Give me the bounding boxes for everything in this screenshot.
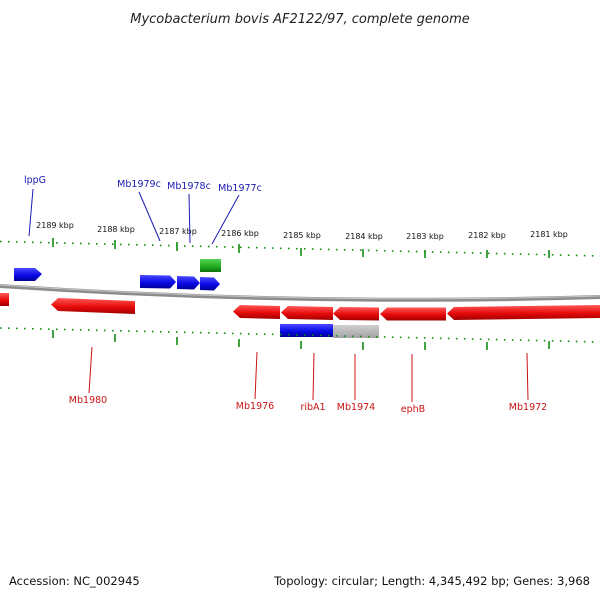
gene-feature-Mb1974[interactable] <box>333 307 379 321</box>
gene-feature-Mb1979c[interactable] <box>140 275 176 289</box>
gene-label-Mb1976[interactable]: Mb1976 <box>236 401 274 412</box>
bottom-leader-lines <box>88 346 529 402</box>
misc-feature[interactable] <box>333 325 379 338</box>
gene-feature-Mb1978c[interactable] <box>177 276 200 290</box>
tick-label: 2188 kbp <box>97 225 135 234</box>
leader-line-Mb1978c <box>188 193 191 244</box>
leader-line-lppG <box>28 188 34 237</box>
tick-label: 2189 kbp <box>36 221 74 230</box>
gene-feature-Mb1976[interactable] <box>233 305 280 319</box>
leader-line-Mb1972 <box>526 352 529 401</box>
gene-label-Mb1980[interactable]: Mb1980 <box>69 395 107 406</box>
leader-line-ribA1 <box>312 352 315 401</box>
gene-feature-ephB[interactable] <box>380 307 446 321</box>
gene-feature-Mb1980[interactable] <box>51 298 135 314</box>
gene-feature-lppG[interactable] <box>14 268 42 281</box>
tick-label: 2185 kbp <box>283 231 321 240</box>
leader-line-Mb1980 <box>88 346 93 394</box>
leader-line-Mb1979c <box>138 191 161 242</box>
gene-label-Mb1977c[interactable]: Mb1977c <box>218 183 262 194</box>
tick-label: 2181 kbp <box>530 230 568 239</box>
leader-line-Mb1977c <box>211 194 240 245</box>
accession-text: Accession: NC_002945 <box>9 574 140 588</box>
tick-label: 2186 kbp <box>221 229 259 238</box>
gene-label-Mb1972[interactable]: Mb1972 <box>509 402 547 413</box>
tick-label: 2182 kbp <box>468 231 506 240</box>
top-leader-lines <box>28 188 240 245</box>
tick-label: 2183 kbp <box>406 232 444 241</box>
gene-feature-Mb1977c[interactable] <box>200 277 220 291</box>
genome-backbone <box>0 284 600 302</box>
tick-label: 2187 kbp <box>159 227 197 236</box>
genome-title: Mycobacterium bovis AF2122/97, complete … <box>130 12 469 27</box>
gene-feature-partial-left[interactable] <box>0 293 9 306</box>
gene-feature-ribA1[interactable] <box>281 306 333 320</box>
leader-line-Mb1976 <box>254 351 258 400</box>
tick-label: 2184 kbp <box>345 232 383 241</box>
gene-label-ephB[interactable]: ephB <box>401 404 425 415</box>
backbone-highlight <box>0 284 600 300</box>
top-minor-ticks <box>0 240 600 257</box>
gene-label-Mb1979c[interactable]: Mb1979c <box>117 179 161 190</box>
cds-feature-ribA1[interactable] <box>280 324 333 337</box>
top-tick-ring <box>0 238 600 258</box>
gene-label-Mb1978c[interactable]: Mb1978c <box>167 181 211 192</box>
gene-label-lppG[interactable]: lppG <box>24 175 46 186</box>
gene-feature-Mb1972[interactable] <box>447 305 600 320</box>
rna-feature[interactable] <box>200 259 221 272</box>
gene-label-ribA1[interactable]: ribA1 <box>300 402 325 413</box>
genome-summary-text: Topology: circular; Length: 4,345,492 bp… <box>273 574 590 588</box>
bottom-tick-ring <box>0 327 600 350</box>
gene-label-Mb1974[interactable]: Mb1974 <box>337 402 375 413</box>
